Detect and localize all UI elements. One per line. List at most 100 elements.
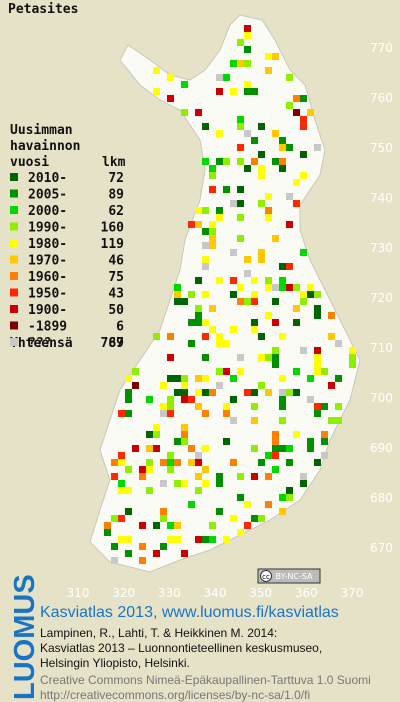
occurrence-square xyxy=(272,361,279,368)
y-tick-label: 670 xyxy=(370,541,393,555)
legend-count: 119 xyxy=(101,237,124,252)
atlas-link[interactable]: Kasviatlas 2013, www.luomus.fi/kasviatla… xyxy=(40,604,339,621)
occurrence-square xyxy=(237,60,244,67)
legend-header: havainnon xyxy=(10,139,80,154)
legend-count: 160 xyxy=(101,221,125,236)
occurrence-square xyxy=(272,130,279,137)
occurrence-square xyxy=(209,522,216,529)
cc-badge[interactable]: cc BY-NC-SA xyxy=(257,568,321,584)
legend-label: 1950- xyxy=(28,287,67,302)
license-url[interactable]: http://creativecommons.org/licenses/by-n… xyxy=(40,688,310,702)
occurrence-square xyxy=(174,291,181,298)
occurrence-square xyxy=(251,417,258,424)
occurrence-square xyxy=(293,284,300,291)
occurrence-square xyxy=(125,508,132,515)
legend-swatch xyxy=(10,272,18,280)
occurrence-square xyxy=(237,214,244,221)
legend-count: 43 xyxy=(108,287,124,302)
occurrence-square xyxy=(139,557,146,564)
occurrence-square xyxy=(111,543,118,550)
occurrence-square xyxy=(272,347,279,354)
occurrence-square xyxy=(286,445,293,452)
occurrence-square xyxy=(223,403,230,410)
y-tick-label: 680 xyxy=(370,491,393,505)
occurrence-square xyxy=(125,487,132,494)
occurrence-square xyxy=(258,249,265,256)
occurrence-square xyxy=(300,291,307,298)
legend-swatch xyxy=(10,189,18,198)
occurrence-square xyxy=(328,312,335,319)
occurrence-square xyxy=(279,144,286,151)
legend-swatch xyxy=(10,222,18,231)
occurrence-square xyxy=(314,368,321,375)
occurrence-square xyxy=(300,151,307,158)
occurrence-square xyxy=(195,319,202,326)
occurrence-square xyxy=(258,333,265,340)
occurrence-square xyxy=(202,158,209,165)
occurrence-square xyxy=(335,340,342,347)
badge-icon xyxy=(260,570,272,582)
occurrence-square xyxy=(251,319,258,326)
occurrence-square xyxy=(230,417,237,424)
occurrence-square xyxy=(237,116,244,123)
occurrence-square xyxy=(167,403,174,410)
occurrence-square xyxy=(181,396,188,403)
occurrence-square xyxy=(335,417,342,424)
occurrence-square xyxy=(230,249,237,256)
occurrence-square xyxy=(118,487,125,494)
occurrence-square xyxy=(279,417,286,424)
occurrence-square xyxy=(125,396,132,403)
occurrence-square xyxy=(174,480,181,487)
occurrence-square xyxy=(244,298,251,305)
legend-count: 67 xyxy=(108,336,124,351)
occurrence-square xyxy=(307,375,314,382)
occurrence-square xyxy=(279,508,286,515)
legend-label: 1900- xyxy=(28,303,67,318)
y-tick-label: 770 xyxy=(370,41,393,55)
occurrence-square xyxy=(202,389,209,396)
occurrence-square xyxy=(244,501,251,508)
legend-count-header: lkm xyxy=(102,155,126,170)
occurrence-square xyxy=(237,39,244,46)
occurrence-square xyxy=(321,431,328,438)
occurrence-square xyxy=(209,536,216,543)
occurrence-square xyxy=(279,165,286,172)
occurrence-square xyxy=(349,354,356,361)
legend-label: 2010- xyxy=(28,171,67,186)
occurrence-square xyxy=(125,466,132,473)
occurrence-square xyxy=(251,326,258,333)
occurrence-square xyxy=(118,410,125,417)
occurrence-square xyxy=(153,431,160,438)
occurrence-square xyxy=(314,410,321,417)
occurrence-square xyxy=(258,382,265,389)
occurrence-square xyxy=(244,81,251,88)
occurrence-square xyxy=(174,522,181,529)
occurrence-square xyxy=(286,494,293,501)
occurrence-square xyxy=(209,242,216,249)
occurrence-square xyxy=(174,298,181,305)
occurrence-square xyxy=(174,284,181,291)
occurrence-square xyxy=(307,438,314,445)
occurrence-square xyxy=(230,459,237,466)
legend-label: 1980- xyxy=(28,237,67,252)
occurrence-square xyxy=(279,389,286,396)
occurrence-square xyxy=(111,515,118,522)
occurrence-square xyxy=(251,473,258,480)
occurrence-square xyxy=(104,522,111,529)
occurrence-square xyxy=(216,480,223,487)
legend-total-label: Yhteensä xyxy=(10,336,73,351)
occurrence-square xyxy=(125,389,132,396)
occurrence-square xyxy=(188,319,195,326)
occurrence-square xyxy=(202,291,209,298)
occurrence-square xyxy=(223,438,230,445)
occurrence-square xyxy=(125,375,132,382)
occurrence-square xyxy=(167,396,174,403)
occurrence-square xyxy=(216,473,223,480)
occurrence-square xyxy=(181,81,188,88)
legend-swatch xyxy=(10,206,18,214)
occurrence-square xyxy=(265,389,272,396)
occurrence-square xyxy=(272,354,279,361)
occurrence-square xyxy=(202,354,209,361)
occurrence-square xyxy=(251,277,258,284)
occurrence-square xyxy=(300,298,307,305)
